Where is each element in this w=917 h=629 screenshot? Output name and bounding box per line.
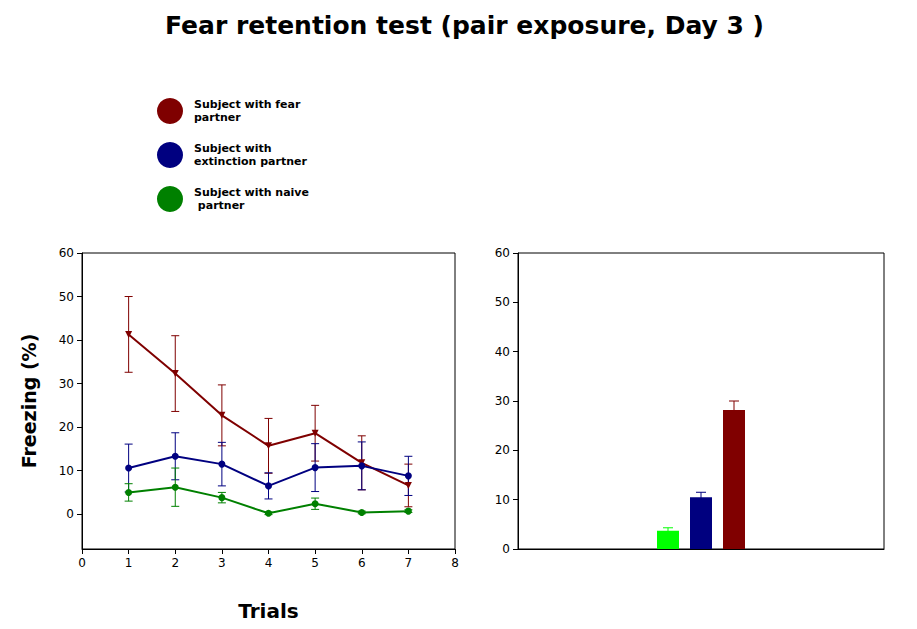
svg-text:20: 20 [59,420,74,434]
svg-text:50: 50 [59,290,74,304]
svg-text:0: 0 [502,542,510,556]
svg-text:10: 10 [495,493,510,507]
svg-text:8: 8 [451,556,459,570]
svg-text:30: 30 [59,377,74,391]
svg-text:Subject with naive: Subject with naive [194,186,309,199]
svg-text:40: 40 [495,345,510,359]
svg-text:5: 5 [311,556,319,570]
svg-text:2: 2 [171,556,179,570]
svg-text:30: 30 [495,394,510,408]
svg-text:50: 50 [495,295,510,309]
svg-text:partner: partner [194,111,241,124]
svg-text:60: 60 [495,246,510,260]
svg-text:20: 20 [495,443,510,457]
svg-text:1: 1 [125,556,133,570]
svg-text:4: 4 [265,556,273,570]
svg-text:60: 60 [59,246,74,260]
svg-text:Subject with fear: Subject with fear [194,98,304,111]
svg-text:3: 3 [218,556,226,570]
svg-text:extinction partner: extinction partner [194,155,307,168]
svg-text:0: 0 [78,556,86,570]
svg-text:7: 7 [405,556,413,570]
svg-text:partner: partner [194,199,245,212]
svg-text:10: 10 [59,464,74,478]
svg-text:Freezing (%): Freezing (%) [18,334,40,469]
svg-text:0: 0 [66,507,74,521]
svg-text:Fear retention test (pair expo: Fear retention test (pair exposure, Day … [165,11,764,40]
svg-text:6: 6 [358,556,366,570]
svg-text:Trials: Trials [238,599,298,623]
svg-text:40: 40 [59,333,74,347]
svg-text:Subject with: Subject with [194,142,275,155]
